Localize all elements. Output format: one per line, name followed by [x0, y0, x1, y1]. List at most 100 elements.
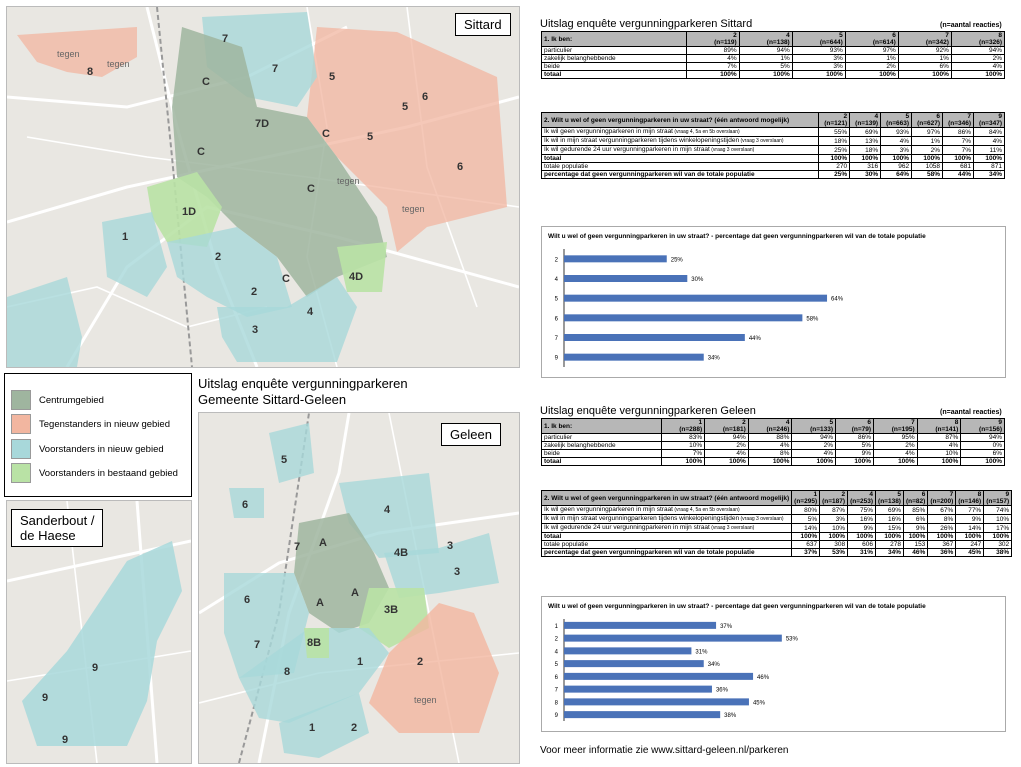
table-cell: 94%	[950, 46, 1006, 55]
table-cell: 5%	[738, 62, 793, 71]
row-label: totale populatie	[540, 162, 820, 171]
chart-bar	[564, 353, 704, 361]
column-n: (n=614)	[872, 39, 896, 46]
svg-text:4: 4	[307, 306, 314, 318]
table-cell: 247	[955, 540, 985, 549]
table-cell: 37%	[791, 548, 821, 557]
column-header: 1 (n=288)	[660, 418, 706, 434]
center-title-line2: Gemeente Sittard-Geleen	[198, 392, 347, 407]
svg-text:tegen: tegen	[414, 695, 437, 705]
table-cell: 25%	[818, 145, 851, 155]
column-number: 9	[998, 113, 1002, 120]
table-row: Ik wil geen vergunningparkeren in mijn s…	[540, 127, 1005, 137]
row-label-sub: (vraag 3 overslaan)	[709, 525, 755, 531]
svg-text:C: C	[282, 273, 290, 285]
geleen-q2-table: 2. Wilt u wel of geen vergunningparkeren…	[540, 490, 1013, 557]
row-label: beide	[540, 62, 688, 71]
table-cell: 17%	[983, 523, 1013, 533]
row-label: Ik wil geen vergunningparkeren in mijn s…	[540, 505, 793, 515]
column-header: 4 (n=253)	[847, 490, 877, 506]
svg-text:6: 6	[244, 594, 250, 606]
column-header: 9 (n=157)	[983, 490, 1013, 506]
table-cell: 0%	[960, 441, 1005, 450]
sittard-chart: Wilt u wel of geen vergunningparkeren in…	[541, 226, 1006, 378]
legend-item-voor-bestaand: Voorstanders in bestaand gebied	[11, 463, 178, 483]
question-label: 2. Wilt u wel of geen vergunningparkeren…	[540, 112, 820, 128]
table-row: totale populatie 270 316 962 1058 681 871	[540, 162, 1005, 171]
row-label-sub: (vraag 4, 5a en 5b overslaan)	[672, 507, 740, 513]
column-n: (n=119)	[714, 39, 737, 46]
table-row: beide 7% 5% 3% 2% 6% 4%	[540, 62, 1006, 71]
table-cell: 100%	[875, 532, 904, 541]
svg-text:4B: 4B	[394, 547, 408, 559]
table-cell: 16%	[875, 514, 904, 524]
zone-4b-3	[384, 533, 499, 598]
table-cell: 38%	[983, 548, 1013, 557]
chart-bar	[564, 255, 667, 263]
chart-data-label: 38%	[724, 713, 737, 719]
svg-text:5: 5	[367, 131, 373, 143]
table-cell: 7%	[660, 449, 706, 458]
column-number: 5	[897, 491, 901, 498]
table-cell: 93%	[791, 46, 846, 55]
column-number: 8	[977, 491, 982, 498]
row-label-text: beide	[544, 450, 560, 457]
legend: Centrumgebied Tegenstanders in nieuw geb…	[4, 373, 192, 497]
chart-data-label: 64%	[831, 297, 844, 303]
chart-bar	[564, 275, 688, 282]
geleen-map-title: Geleen	[441, 423, 501, 446]
table-cell: 69%	[875, 505, 904, 515]
row-label-sub: (vraag 4, 5a en 5b overslaan)	[672, 129, 740, 135]
row-label: Ik wil gedurende 24 uur vergunningparker…	[540, 145, 820, 155]
svg-text:A: A	[319, 537, 327, 549]
table-cell: 100%	[835, 457, 875, 466]
center-title-line1: Uitslag enquête vergunningparkeren	[198, 376, 408, 391]
column-number: 4	[785, 419, 790, 426]
column-n: (n=138)	[766, 39, 790, 46]
column-header: 7 (n=342)	[897, 31, 952, 47]
chart-data-label: 25%	[671, 257, 684, 263]
column-n: (n=79)	[851, 426, 872, 433]
table-cell: 69%	[849, 127, 882, 137]
table-cell: 4%	[973, 136, 1005, 146]
svg-text:7: 7	[254, 639, 260, 651]
table-cell: 1%	[844, 54, 899, 63]
chart-tick-label: 6	[555, 675, 559, 681]
table-cell: 89%	[686, 46, 740, 55]
sanderbout-map-title: Sanderbout / de Haese	[11, 509, 104, 547]
table-cell: 2%	[950, 54, 1006, 63]
column-header: 1 (n=295)	[791, 490, 821, 506]
column-number: 6	[892, 32, 896, 39]
column-header: 9 (n=347)	[973, 112, 1005, 128]
sittard-note: (n=aantal reacties)	[940, 22, 1002, 29]
column-n: (n=295)	[794, 498, 818, 505]
table-cell: 4%	[704, 449, 749, 458]
table-cell: 9%	[955, 514, 985, 524]
table-cell: 87%	[916, 433, 962, 442]
column-header: 5 (n=663)	[880, 112, 913, 128]
table-cell: 100%	[791, 532, 821, 541]
zone-1	[102, 212, 167, 297]
table-cell: 75%	[847, 505, 877, 515]
table-row: Ik wil in mijn straat vergunningparkeren…	[540, 514, 1013, 524]
table-cell: 100%	[902, 532, 929, 541]
table-cell: 637	[791, 540, 821, 549]
column-header: 4 (n=246)	[747, 418, 793, 434]
table-cell: 16%	[847, 514, 877, 524]
table-cell: 94%	[704, 433, 749, 442]
geleen-survey-title: Uitslag enquête vergunningparkeren Gelee…	[540, 405, 756, 417]
table-cell: 9%	[847, 523, 877, 533]
footer-link-text: Voor meer informatie zie www.sittard-gel…	[540, 745, 789, 756]
column-n: (n=346)	[948, 120, 972, 127]
column-header: 6 (n=82)	[902, 490, 929, 506]
row-label-text: percentage dat geen vergunningparkeren w…	[544, 549, 755, 556]
chart-data-label: 31%	[695, 649, 708, 655]
row-label-text: zakelijk belanghebbende	[544, 55, 616, 62]
svg-text:tegen: tegen	[57, 49, 80, 59]
table-cell: 87%	[819, 505, 849, 515]
table-row: percentage dat geen vergunningparkeren w…	[540, 548, 1013, 557]
chart-tick-label: 5	[555, 297, 559, 303]
column-number: 9	[998, 419, 1002, 426]
svg-text:tegen: tegen	[402, 204, 425, 214]
zone-9	[22, 541, 182, 746]
